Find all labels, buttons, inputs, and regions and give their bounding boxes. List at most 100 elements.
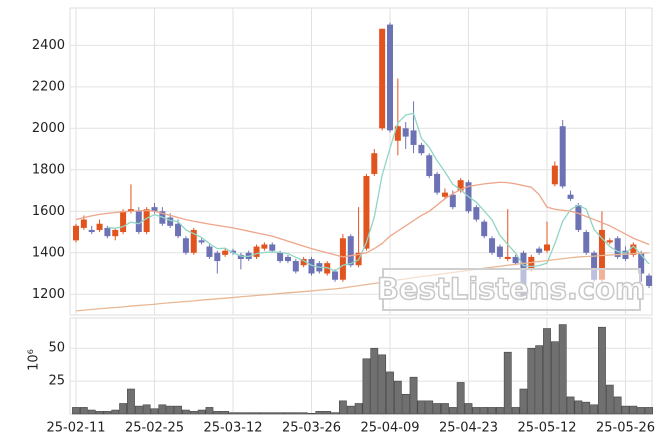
volume-bar <box>621 405 630 415</box>
candle-body <box>284 256 291 262</box>
candle-body <box>630 244 637 255</box>
candle-body <box>457 180 464 191</box>
candle-body <box>88 229 95 233</box>
candle-body <box>583 232 590 253</box>
candle-body <box>449 194 456 208</box>
volume-bar <box>323 411 332 415</box>
candle-body <box>261 244 268 249</box>
volume-bar <box>637 407 646 415</box>
x-tick-label: 25-05-26 <box>596 421 655 436</box>
volume-bar <box>393 380 402 415</box>
candle-body <box>269 244 276 251</box>
volume-bar <box>221 411 230 415</box>
volume-bar <box>456 382 465 415</box>
candle-body <box>575 205 582 230</box>
volume-bar <box>574 400 583 415</box>
candle-body <box>402 128 409 137</box>
price-frame <box>69 7 653 316</box>
candle-body <box>339 238 346 280</box>
candle-body <box>214 252 221 262</box>
volume-bar <box>519 388 528 415</box>
candle-body <box>559 126 566 187</box>
y-tick-label: 1600 <box>32 204 65 219</box>
volume-bar <box>111 409 120 415</box>
moving-average-line <box>75 181 650 258</box>
candle-body <box>175 223 182 237</box>
volume-bar <box>386 371 394 415</box>
candle-body <box>489 238 496 253</box>
volume-bar <box>645 407 653 415</box>
candle-body <box>300 258 307 266</box>
candle-body <box>363 176 370 249</box>
volume-bar <box>142 404 151 415</box>
volume-bar <box>72 407 80 415</box>
volume-bar <box>378 354 387 415</box>
volume-bar <box>488 407 496 415</box>
y-tick-label: 1800 <box>32 162 65 177</box>
watermark: BestListens.com <box>377 272 645 306</box>
candle-body <box>151 207 158 212</box>
marks-layer <box>72 22 653 415</box>
volume-bar <box>425 400 434 415</box>
x-tick-label: 25-03-26 <box>282 421 341 436</box>
x-tick-label: 25-02-11 <box>46 421 105 436</box>
watermark-box <box>382 268 641 311</box>
candle-body <box>127 209 134 212</box>
candle-body <box>104 227 111 237</box>
candle-body <box>614 238 621 257</box>
candle-body <box>394 126 401 141</box>
candle-body <box>536 248 543 253</box>
candle-body <box>237 254 244 259</box>
candle-body <box>198 240 205 243</box>
volume-bar <box>503 351 512 415</box>
volume-bar <box>299 412 308 415</box>
volume-bar <box>590 404 598 415</box>
volume-bar <box>127 388 135 415</box>
volume-bar <box>401 393 410 415</box>
x-tick-label: 25-05-12 <box>517 421 576 436</box>
volume-bar <box>182 409 190 415</box>
volume-bar <box>409 376 418 415</box>
volume-bar <box>558 324 567 415</box>
volume-bar <box>495 407 504 415</box>
candle-body <box>206 246 213 257</box>
volume-bar <box>158 404 167 415</box>
volume-bar <box>535 345 544 415</box>
candle-body <box>120 211 127 233</box>
volume-bar <box>229 412 237 415</box>
candle-body <box>504 256 511 259</box>
candle-body <box>230 250 236 253</box>
volume-bar <box>284 412 292 415</box>
candle-body <box>410 130 417 145</box>
volume-bar <box>174 405 182 415</box>
moving-average-line <box>75 252 650 312</box>
volume-bar <box>338 400 347 415</box>
y-tick-label: 1400 <box>32 245 65 260</box>
volume-bar <box>150 408 159 415</box>
volume-bar <box>315 411 324 415</box>
candle-body <box>646 275 653 286</box>
grid-layer <box>70 8 652 414</box>
volume-bar <box>119 403 127 415</box>
candle-body <box>135 211 142 233</box>
volume-bar <box>260 412 269 415</box>
x-tick-label: 25-03-12 <box>203 421 262 436</box>
volume-bar <box>197 409 206 415</box>
volume-bar <box>448 407 457 415</box>
candle-body <box>292 261 299 272</box>
candle-body <box>371 153 378 174</box>
y-tick-label: 1200 <box>32 287 65 302</box>
volume-bar <box>268 412 277 415</box>
candle-body <box>426 155 433 177</box>
volume-bar <box>629 405 638 415</box>
y-tick-label: 25 <box>48 374 65 389</box>
moving-average-line <box>107 112 650 272</box>
volume-bar <box>331 412 339 415</box>
volume-bar <box>433 403 441 415</box>
candle-body <box>606 240 613 243</box>
candle-body <box>73 225 79 241</box>
volume-bar <box>605 384 614 415</box>
volume-bar <box>417 400 426 415</box>
volume-bar <box>370 347 379 415</box>
volume-bar <box>441 403 449 415</box>
